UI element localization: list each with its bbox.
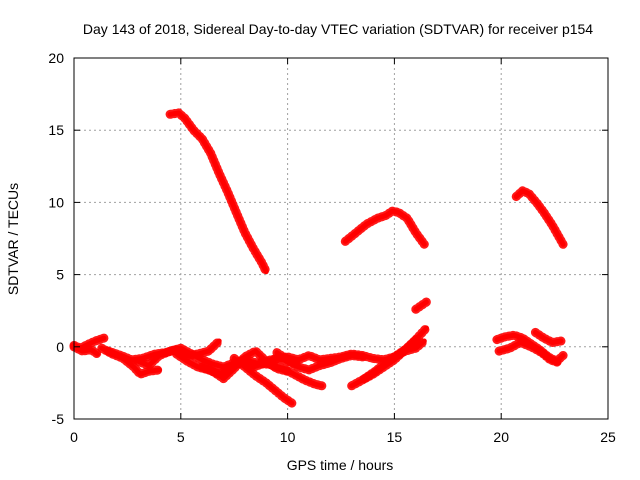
data-series <box>69 108 568 408</box>
series-track-12-crosses <box>229 353 297 408</box>
x-tick-label: 20 <box>493 429 509 445</box>
x-tick-label: 0 <box>70 429 78 445</box>
y-tick-label: 5 <box>56 267 64 283</box>
y-tick-label: 15 <box>48 122 64 138</box>
y-axis-label: SDTVAR / TECUs <box>5 183 21 295</box>
plot-frame <box>73 57 609 420</box>
x-axis-label: GPS time / hours <box>287 457 394 473</box>
x-tick-label: 5 <box>177 429 185 445</box>
y-tick-label: 0 <box>56 339 64 355</box>
y-tick-label: -5 <box>52 411 65 427</box>
x-tick-label: 15 <box>387 429 403 445</box>
series-track-4-crosses <box>511 186 568 249</box>
series-track-2-crosses <box>340 206 429 249</box>
series-track-13-crosses <box>257 356 327 391</box>
series-track-1-crosses <box>165 108 271 277</box>
series-track-14-crosses <box>272 348 367 375</box>
series-track-3-crosses <box>411 297 431 314</box>
x-tick-label: 10 <box>280 429 296 445</box>
x-tick-label: 25 <box>600 429 616 445</box>
axis-ticks: 0 5 10 15 20 25 -5 0 5 10 15 20 <box>48 50 616 445</box>
y-tick-label: 10 <box>48 194 64 210</box>
series-track-6-crosses <box>69 342 102 359</box>
series-track-18-crosses <box>494 338 564 368</box>
series-track-19-crosses <box>530 327 566 347</box>
y-tick-label: 20 <box>48 50 64 66</box>
chart-title: Day 143 of 2018, Sidereal Day-to-day VTE… <box>83 21 593 37</box>
series-track-16-crosses <box>360 333 423 384</box>
